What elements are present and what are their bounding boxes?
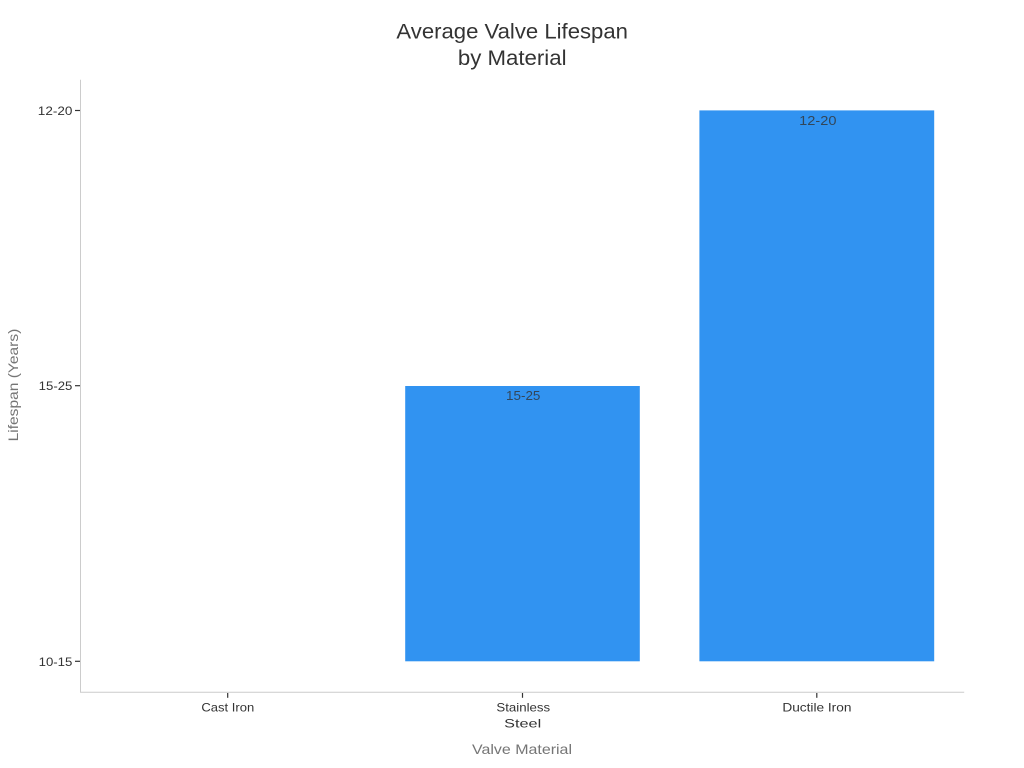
svg-text:Stainless: Stainless	[496, 701, 550, 715]
svg-text:12-20: 12-20	[38, 104, 73, 118]
svg-text:Lifespan (Years): Lifespan (Years)	[5, 329, 21, 442]
svg-text:Ductile Iron: Ductile Iron	[782, 701, 851, 715]
svg-text:Cast Iron: Cast Iron	[201, 701, 254, 715]
svg-text:10-15: 10-15	[39, 655, 73, 669]
svg-text:15-25: 15-25	[506, 388, 540, 403]
svg-text:Steel: Steel	[504, 716, 541, 730]
svg-text:15-25: 15-25	[39, 379, 73, 393]
svg-text:12-20: 12-20	[799, 113, 836, 128]
svg-text:Valve Material: Valve Material	[472, 741, 572, 757]
svg-text:Average Valve Lifespan: Average Valve Lifespan	[396, 21, 628, 44]
svg-text:by Material: by Material	[458, 47, 567, 70]
